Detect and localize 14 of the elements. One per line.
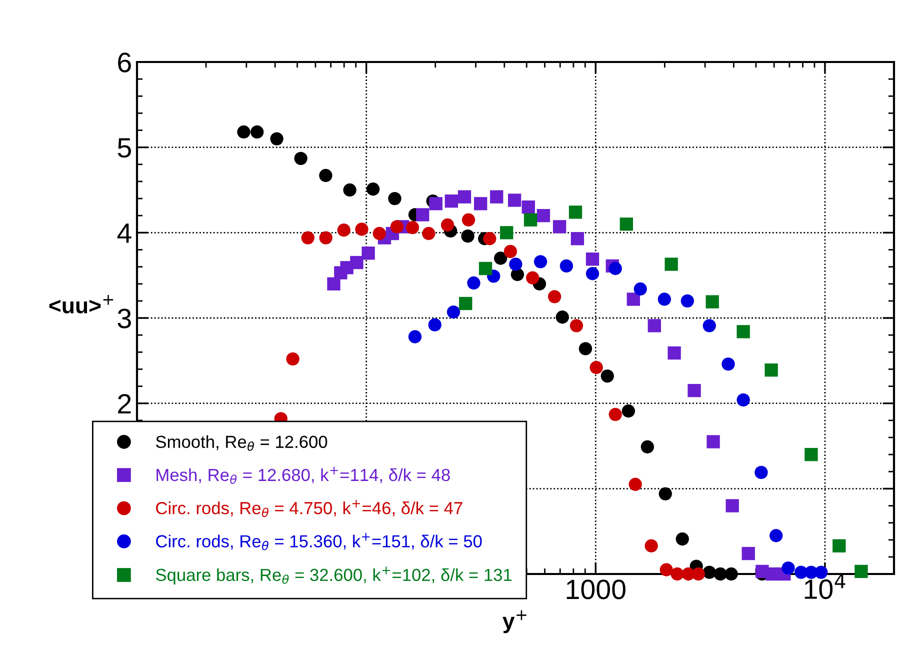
y-tick-label: 2	[118, 394, 131, 414]
x-tick-label: 1000	[566, 580, 626, 600]
x-axis-title: y$^{+}$	[502, 610, 526, 634]
legend-label: Mesh, Re$_{θ}$ = 12.680, k$^{+}$=114, δ/k = 48	[156, 466, 450, 484]
legend-label: Circ. rods, Re$_{θ}$ = 4.750, k$^{+}$=46, δ/k = 47	[156, 500, 462, 518]
y-tick-label: 5	[118, 138, 131, 158]
y-tick-label: 4	[117, 224, 132, 243]
y-axis-title: <uu>$^{+}$	[49, 294, 114, 314]
legend-label: Square bars, Re$_{θ}$ = 32.600, k$^{+}$=102, δ/k = 131	[156, 566, 512, 585]
legend-label: Smooth, Re$_{θ}$ = 12.600	[156, 435, 328, 451]
x-tick-label: 10$^{4}$	[804, 574, 846, 600]
legend-label: Circ. rods, Re$_{θ}$ = 15.360, k$^{+}$=151, δ/k = 50	[156, 533, 482, 550]
y-tick-label: 3	[118, 308, 131, 328]
y-tick-label: 6	[118, 52, 131, 72]
